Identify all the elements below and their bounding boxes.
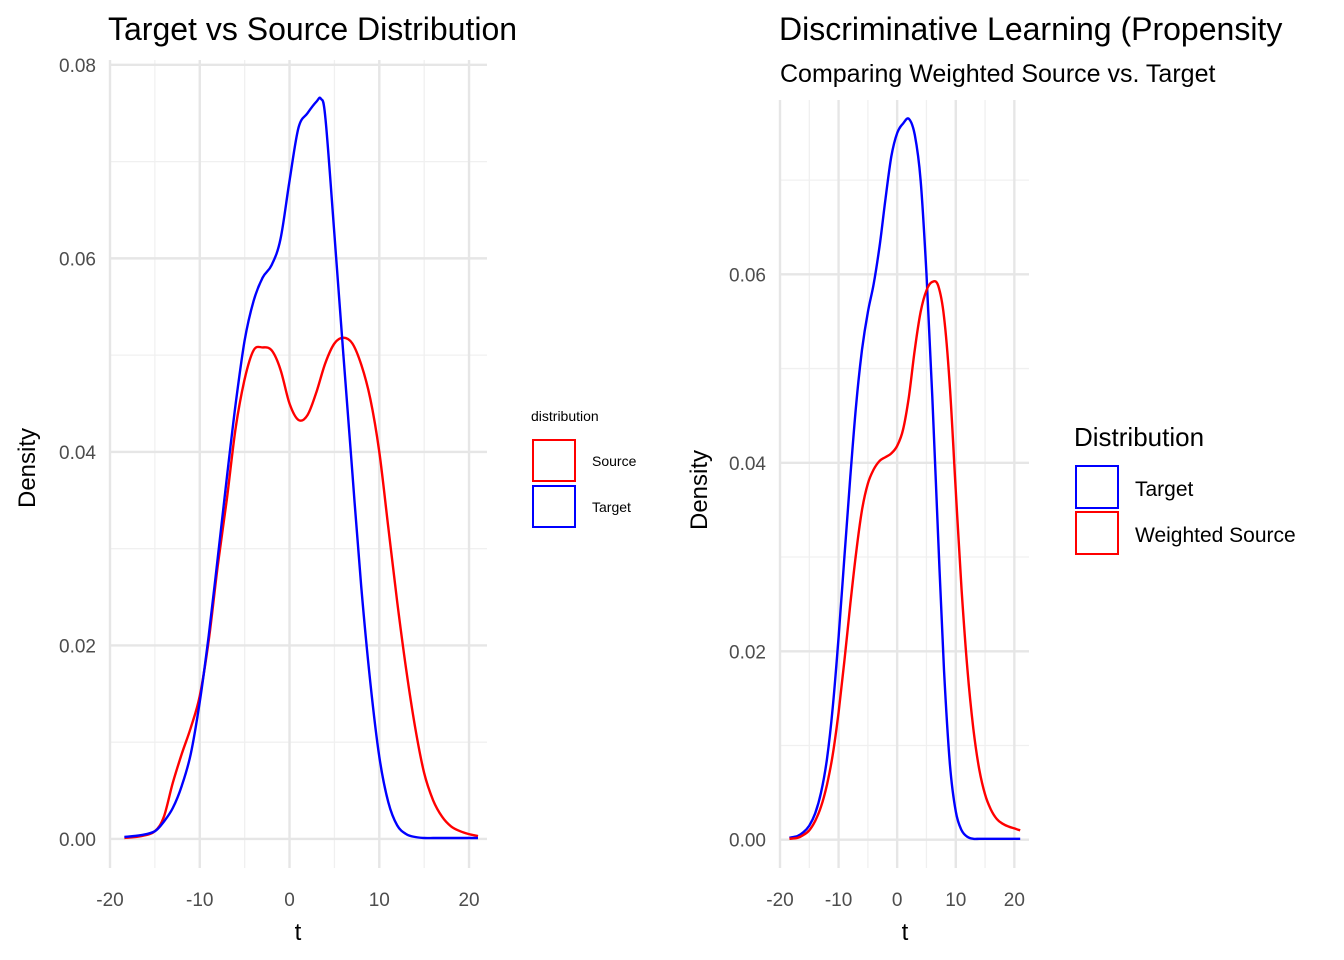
- legend-key-target: [1075, 465, 1119, 509]
- legend-label-target: Target: [1135, 478, 1194, 501]
- left-series-source-line: [124, 336, 479, 840]
- right-chart-panel: Discriminative Learning (Propensity Comp…: [686, 11, 1296, 946]
- legend-key-target: [532, 485, 576, 528]
- right-series-target-line: [789, 117, 1021, 841]
- left-chart-x-ticks: -20 -10 0 10 20: [96, 890, 479, 911]
- left-chart-series: [124, 96, 479, 840]
- left-chart-grid: [108, 60, 487, 868]
- left-y-tick-label: 0.06: [59, 249, 96, 270]
- left-y-tick-label: 0.04: [59, 443, 96, 464]
- right-y-tick-label: 0.02: [729, 642, 766, 663]
- legend-label-weighted-source: Weighted Source: [1135, 524, 1296, 547]
- left-chart-title: Target vs Source Distribution: [108, 11, 517, 47]
- left-chart-legend: distribution Source Target: [531, 408, 637, 528]
- right-chart-grid: [778, 100, 1029, 868]
- right-y-tick-label: 0.06: [729, 265, 766, 286]
- left-series-target-line: [124, 96, 478, 840]
- right-x-tick-label: 20: [1004, 890, 1025, 911]
- left-chart-panel: Target vs Source Distribution 0.000.020.…: [14, 11, 637, 946]
- right-chart-y-ticks: 0.00 0.02 0.04 0.06: [729, 265, 766, 851]
- left-y-tick-label: 0.02: [59, 636, 96, 657]
- left-x-tick-label: 10: [369, 890, 390, 911]
- left-x-tick-label: -10: [186, 890, 213, 911]
- legend-key-source: [532, 439, 576, 482]
- right-chart-y-axis-title: Density: [686, 450, 713, 530]
- left-y-tick-label: 0.00: [59, 830, 96, 851]
- right-chart-title: Discriminative Learning (Propensity: [779, 11, 1282, 47]
- left-legend-title: distribution: [531, 408, 599, 424]
- right-chart-x-axis-title: t: [902, 919, 909, 946]
- left-chart-y-axis-title: Density: [14, 428, 41, 508]
- right-y-tick-label: 0.00: [729, 831, 766, 852]
- right-series-weighted-source-line: [789, 279, 1021, 840]
- right-chart-subtitle: Comparing Weighted Source vs. Target: [780, 60, 1215, 88]
- left-x-tick-label: 0: [284, 890, 295, 911]
- left-y-tick-label: 0.08: [59, 56, 96, 77]
- legend-key-weighted-source: [1075, 511, 1119, 555]
- right-legend-title: Distribution: [1074, 422, 1204, 452]
- right-x-tick-label: 10: [945, 890, 966, 911]
- left-chart-y-ticks: 0.00 0.02 0.04 0.06 0.08: [59, 56, 96, 851]
- left-x-tick-label: 20: [458, 890, 479, 911]
- legend-label-source: Source: [592, 453, 637, 469]
- right-chart-x-ticks: -20 -10 0 10 20: [766, 890, 1025, 911]
- right-x-tick-label: -10: [825, 890, 852, 911]
- right-chart-series: [789, 117, 1021, 841]
- left-chart-x-axis-title: t: [295, 919, 302, 946]
- right-x-tick-label: 0: [892, 890, 903, 911]
- right-y-tick-label: 0.04: [729, 454, 766, 475]
- legend-label-target: Target: [592, 499, 631, 515]
- left-x-tick-label: -20: [96, 890, 123, 911]
- right-x-tick-label: -20: [766, 890, 793, 911]
- right-chart-legend: Distribution Target Weighted Source: [1074, 422, 1296, 555]
